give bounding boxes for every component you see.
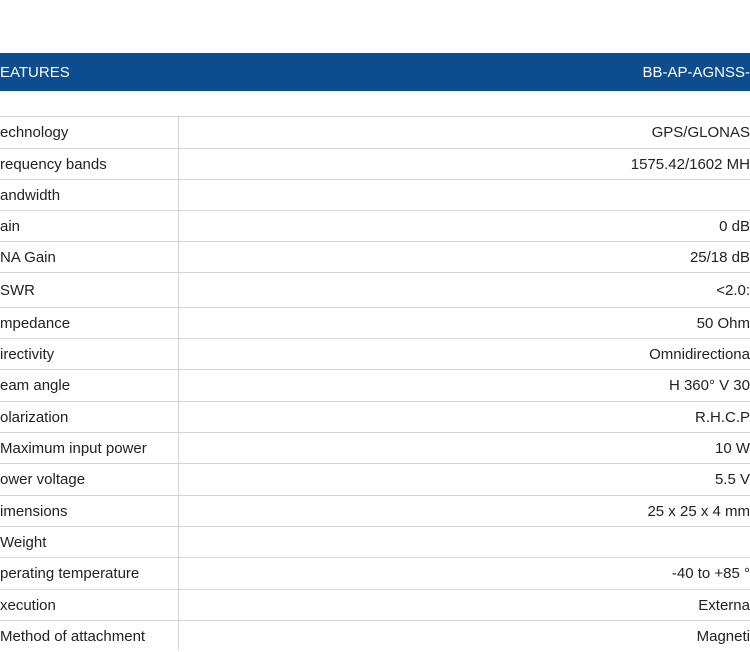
spec-row: echnology GPS/GLONAS (0, 116, 750, 149)
spec-label: requency bands (0, 156, 107, 173)
spec-value: Magneti (696, 628, 750, 645)
spec-label: olarization (0, 409, 69, 426)
spec-row: xecution Externa (0, 589, 750, 621)
spec-value: 25/18 dB (689, 249, 750, 266)
spec-value: -40 to +85 ° (671, 565, 750, 582)
spec-value: H 360° V 30 (668, 377, 750, 394)
spec-label: echnology (0, 124, 69, 141)
spec-value: Externa (698, 597, 750, 614)
spec-label: Method of attachment (0, 628, 146, 645)
spec-row: perating temperature -40 to +85 ° (0, 557, 750, 590)
spec-label: ower voltage (0, 471, 86, 488)
spec-value: 50 Ohm (696, 315, 750, 332)
spec-row: andwidth (0, 179, 750, 211)
spec-row: imensions 25 x 25 x 4 mm (0, 495, 750, 527)
spec-row: irectivity Omnidirectiona (0, 338, 750, 370)
column-divider (178, 116, 179, 650)
spec-value: 1575.42/1602 MH (630, 156, 750, 173)
spec-value: 10 W (714, 440, 750, 457)
spec-value: 5.5 V (714, 471, 750, 488)
spec-value: 0 dB (719, 218, 750, 235)
spec-value: Omnidirectiona (649, 346, 750, 363)
header-right: BB-AP-AGNSS- (642, 64, 750, 81)
spec-value: <2.0: (716, 282, 750, 299)
spec-value: 25 x 25 x 4 mm (647, 503, 750, 520)
spec-row: SWR <2.0: (0, 272, 750, 308)
spec-label: mpedance (0, 315, 71, 332)
spec-label: NA Gain (0, 249, 56, 266)
spec-row: eam angle H 360° V 30 (0, 369, 750, 402)
spec-row: requency bands 1575.42/1602 MH (0, 148, 750, 180)
spec-value: GPS/GLONAS (651, 124, 750, 141)
spec-label: ain (0, 218, 21, 235)
spec-row: Method of attachment Magneti (0, 620, 750, 652)
spec-row: olarization R.H.C.P (0, 401, 750, 433)
spec-label: imensions (0, 503, 68, 520)
spec-row: Weight (0, 526, 750, 558)
spec-label: SWR (0, 282, 35, 299)
spec-row: ower voltage 5.5 V (0, 463, 750, 496)
spec-label: perating temperature (0, 565, 140, 582)
header-bar: EATURES BB-AP-AGNSS- (0, 53, 750, 91)
spec-label: eam angle (0, 377, 71, 394)
spec-row: NA Gain 25/18 dB (0, 241, 750, 273)
spec-value: R.H.C.P (694, 409, 750, 426)
spec-row: ain 0 dB (0, 210, 750, 242)
spec-label: xecution (0, 597, 56, 614)
spec-label: Maximum input power (0, 440, 147, 457)
spec-label: irectivity (0, 346, 55, 363)
spec-row: mpedance 50 Ohm (0, 307, 750, 339)
spec-label: Weight (0, 534, 47, 551)
header-left: EATURES (0, 64, 70, 81)
spec-label: andwidth (0, 187, 61, 204)
spec-row: Maximum input power 10 W (0, 432, 750, 464)
